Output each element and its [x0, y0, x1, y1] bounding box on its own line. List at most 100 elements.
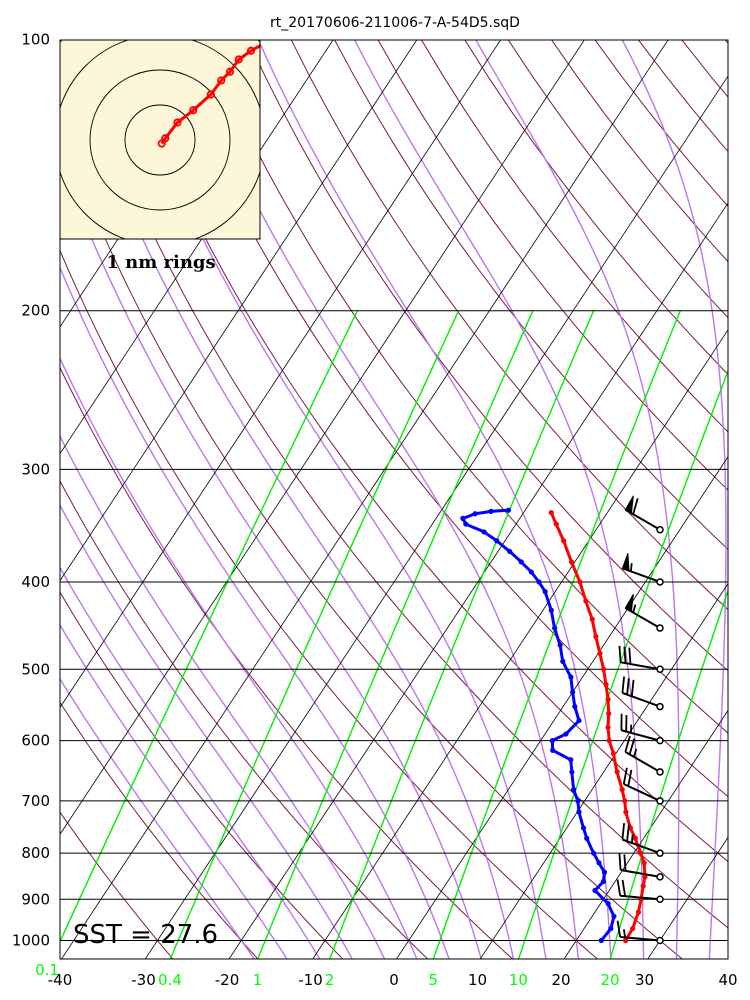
dewpoint-point [505, 507, 512, 513]
dewpoint-point [488, 508, 494, 514]
moist-adiabat [60, 266, 450, 959]
temperature-point [597, 650, 603, 656]
hodograph-point [189, 106, 198, 115]
pressure-tick-label: 200 [21, 302, 50, 320]
dewpoint-point [600, 878, 607, 885]
dewpoint-point [576, 809, 582, 815]
temperature-point [601, 666, 607, 672]
dewpoint-point [571, 786, 577, 793]
mixing-ratio-line [517, 368, 728, 959]
dry-adiabat [73, 40, 728, 929]
mixing-ratio-label: 1 [253, 971, 263, 989]
dry-adiabat [420, 40, 728, 433]
dewpoint-point [569, 769, 575, 775]
mixing-ratio-label: 0.4 [158, 971, 182, 989]
moist-adiabat [621, 40, 727, 959]
temperature-tick-label: -30 [131, 971, 156, 989]
isotherm [228, 202, 728, 959]
temperature-point [603, 682, 609, 688]
moist-adiabat [475, 40, 680, 959]
dewpoint-point [560, 658, 566, 664]
dewpoint-point [572, 703, 578, 710]
dewpoint-point [568, 757, 574, 763]
plot-frame [59, 39, 729, 960]
pressure-tick-label: 400 [21, 573, 50, 591]
temperature-point [610, 750, 617, 757]
temperature-tick-label: 10 [468, 971, 487, 989]
dewpoint-point [549, 738, 555, 744]
isotherm [144, 75, 728, 959]
dry-adiabat [60, 366, 514, 959]
mixing-ratio-label: 2 [325, 971, 335, 989]
dewpoint-point [598, 937, 604, 944]
dry-adiabat [334, 40, 728, 551]
wind-barb [618, 645, 664, 674]
temperature-point [561, 538, 567, 544]
temperature-point [548, 509, 554, 516]
moist-adiabat [137, 93, 547, 959]
sst-annotation: SST = 27.6 [73, 920, 218, 950]
dry-adiabat [290, 40, 728, 611]
dewpoint-point [481, 529, 487, 535]
isotherm [60, 40, 502, 709]
hodograph-ring [124, 104, 196, 176]
isotherm [60, 40, 585, 836]
temperature-tick-label: 20 [551, 971, 570, 989]
isotherm [312, 329, 728, 959]
temperature-point [605, 696, 611, 702]
hodograph-point [234, 55, 243, 64]
dewpoint-point [463, 521, 469, 527]
temperature-point [619, 786, 625, 793]
wind-barb [624, 495, 664, 534]
isotherm [563, 709, 728, 959]
isotherm [61, 40, 669, 959]
isotherm [479, 582, 728, 959]
dewpoint-point [592, 887, 598, 894]
dry-adiabat [60, 249, 599, 959]
temperature-point [642, 874, 648, 880]
wind-barb [621, 676, 664, 711]
dewpoint-point [601, 869, 608, 875]
dry-adiabat [160, 40, 728, 798]
hodograph-trace [160, 44, 260, 145]
dewpoint-point [591, 850, 597, 856]
moist-adiabat [100, 141, 515, 959]
wind-barb [621, 823, 664, 857]
temperature-point [632, 835, 638, 841]
dry-adiabat [377, 40, 728, 491]
wind-barb [624, 735, 664, 776]
moist-adiabat [60, 677, 256, 959]
mixing-ratio-line [169, 310, 460, 959]
dewpoint-point [460, 515, 466, 521]
dry-adiabat [60, 811, 174, 959]
dewpoint-point [552, 625, 558, 631]
dewpoint-line [461, 508, 616, 942]
wind-barb [616, 920, 664, 945]
dry-adiabat [247, 40, 728, 672]
dewpoint-point [550, 747, 556, 753]
mixing-ratio-label: 10 [509, 971, 528, 989]
mixing-ratio-line [60, 310, 359, 944]
pressure-tick-label: 900 [21, 890, 50, 908]
pressure-tick-label: 800 [21, 844, 50, 862]
temperature-tick-label: -10 [298, 971, 323, 989]
hodograph-point [161, 134, 170, 143]
moist-adiabat [60, 623, 288, 959]
temperature-tick-label: -20 [215, 971, 240, 989]
mixing-ratio-line [256, 310, 534, 959]
dewpoint-point [494, 538, 500, 544]
moist-adiabat [257, 40, 612, 959]
temperature-tick-label: 30 [635, 971, 654, 989]
pressure-tick-label: 300 [21, 460, 50, 478]
temperature-point [623, 937, 629, 944]
mixing-ratio-line [609, 588, 728, 959]
dewpoint-point [507, 548, 513, 555]
hodograph-point [225, 67, 235, 76]
pressure-tick-label: 1000 [12, 932, 50, 950]
temperature-point [622, 798, 628, 804]
hodograph-caption: 1 nm rings [106, 252, 215, 273]
temperature-point [641, 860, 647, 866]
mixing-ratio-label: 20 [600, 971, 619, 989]
temperature-tick-label: -40 [48, 971, 73, 989]
